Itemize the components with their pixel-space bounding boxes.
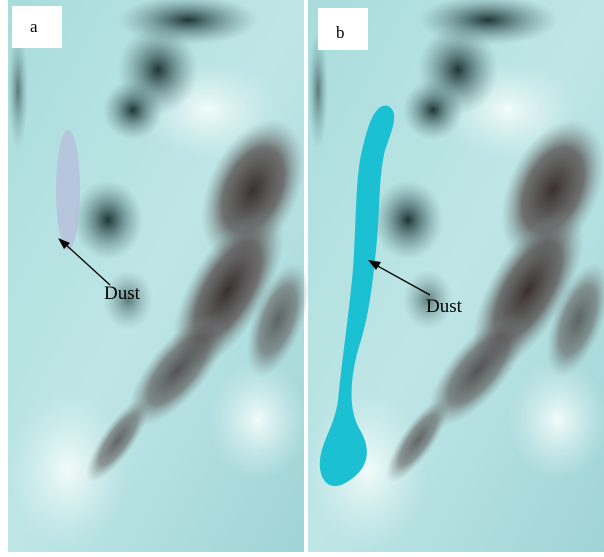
annotation: Dust bbox=[426, 296, 463, 317]
panel-label: a bbox=[30, 17, 38, 36]
figure: a Dust b Dust bbox=[0, 0, 604, 557]
panel-a: a Dust bbox=[8, 0, 325, 552]
panel-b: b Dust bbox=[308, 0, 604, 552]
annotation: Dust bbox=[104, 283, 141, 304]
dust-plume bbox=[56, 130, 80, 250]
satellite-image bbox=[8, 0, 325, 552]
panel-label: b bbox=[336, 23, 345, 42]
